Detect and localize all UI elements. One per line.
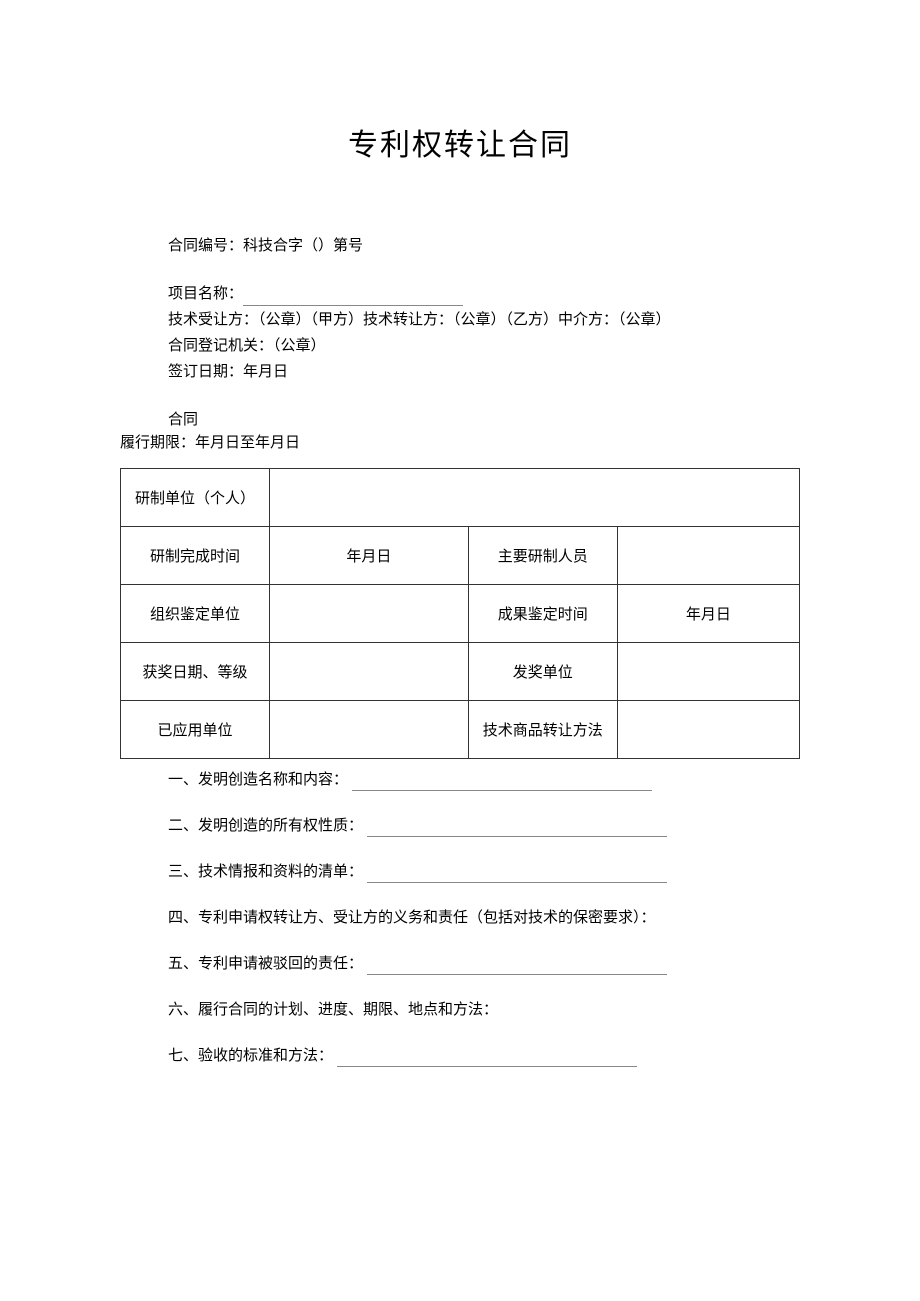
clause-2-underline — [367, 822, 667, 837]
clause-5-underline — [367, 960, 667, 975]
applied-unit-label: 已应用单位 — [121, 701, 270, 759]
contract-number-line: 合同编号：科技合字（）第号 — [168, 234, 800, 258]
project-name-underline — [243, 290, 463, 306]
clause-4-text: 四、专利申请权转让方、受让方的义务和责任（包括对技术的保密要求）： — [168, 910, 656, 926]
award-unit-value — [617, 643, 799, 701]
dev-complete-time-value: 年月日 — [270, 527, 469, 585]
contract-section-label: 合同 — [120, 408, 800, 429]
table-row: 研制单位（个人） — [121, 469, 800, 527]
table-row: 组织鉴定单位 成果鉴定时间 年月日 — [121, 585, 800, 643]
clause-3-underline — [367, 868, 667, 883]
clause-7-underline — [337, 1052, 637, 1067]
clause-5-text: 五、专利申请被驳回的责任： — [168, 956, 363, 972]
period-line: 履行期限：年月日至年月日 — [120, 431, 800, 452]
contract-number-block: 合同编号：科技合字（）第号 — [120, 234, 800, 258]
tech-transfer-method-value — [617, 701, 799, 759]
table-row: 获奖日期、等级 发奖单位 — [121, 643, 800, 701]
org-appraisal-unit-label: 组织鉴定单位 — [121, 585, 270, 643]
applied-unit-value — [270, 701, 469, 759]
project-info-block: 项目名称： 技术受让方：（公章）（甲方）技术转让方：（公章）（乙方）中介方：（公… — [120, 282, 800, 384]
award-date-level-label: 获奖日期、等级 — [121, 643, 270, 701]
clause-item: 六、履行合同的计划、进度、期限、地点和方法： — [168, 999, 800, 1021]
main-dev-personnel-value — [617, 527, 799, 585]
award-date-level-value — [270, 643, 469, 701]
registration-line: 合同登记机关：（公章） — [168, 334, 800, 358]
org-appraisal-unit-value — [270, 585, 469, 643]
clause-item: 五、专利申请被驳回的责任： — [168, 953, 800, 975]
clause-1-text: 一、发明创造名称和内容： — [168, 772, 348, 788]
clause-item: 三、技术情报和资料的清单： — [168, 861, 800, 883]
clause-item: 七、验收的标准和方法： — [168, 1045, 800, 1067]
clause-3-text: 三、技术情报和资料的清单： — [168, 864, 363, 880]
dev-complete-time-label: 研制完成时间 — [121, 527, 270, 585]
table-row: 研制完成时间 年月日 主要研制人员 — [121, 527, 800, 585]
tech-transfer-method-label: 技术商品转让方法 — [468, 701, 617, 759]
project-name-line: 项目名称： — [168, 282, 800, 306]
clause-item: 一、发明创造名称和内容： — [168, 769, 800, 791]
clause-2-text: 二、发明创造的所有权性质： — [168, 818, 363, 834]
clause-list: 一、发明创造名称和内容： 二、发明创造的所有权性质： 三、技术情报和资料的清单：… — [120, 769, 800, 1067]
clause-7-text: 七、验收的标准和方法： — [168, 1048, 333, 1064]
result-appraisal-time-value: 年月日 — [617, 585, 799, 643]
page-title: 专利权转让合同 — [120, 120, 800, 164]
dev-unit-label: 研制单位（个人） — [121, 469, 270, 527]
dev-unit-value — [270, 469, 800, 527]
info-table: 研制单位（个人） 研制完成时间 年月日 主要研制人员 组织鉴定单位 成果鉴定时间… — [120, 468, 800, 759]
clause-6-text: 六、履行合同的计划、进度、期限、地点和方法： — [168, 1002, 498, 1018]
clause-item: 四、专利申请权转让方、受让方的义务和责任（包括对技术的保密要求）： — [168, 907, 800, 929]
result-appraisal-time-label: 成果鉴定时间 — [468, 585, 617, 643]
table-row: 已应用单位 技术商品转让方法 — [121, 701, 800, 759]
award-unit-label: 发奖单位 — [468, 643, 617, 701]
clause-1-underline — [352, 776, 652, 791]
parties-line: 技术受让方：（公章）（甲方）技术转让方：（公章）（乙方）中介方：（公章） — [168, 308, 800, 332]
clause-item: 二、发明创造的所有权性质： — [168, 815, 800, 837]
main-dev-personnel-label: 主要研制人员 — [468, 527, 617, 585]
project-name-label: 项目名称： — [168, 286, 243, 302]
sign-date-line: 签订日期：年月日 — [168, 360, 800, 384]
